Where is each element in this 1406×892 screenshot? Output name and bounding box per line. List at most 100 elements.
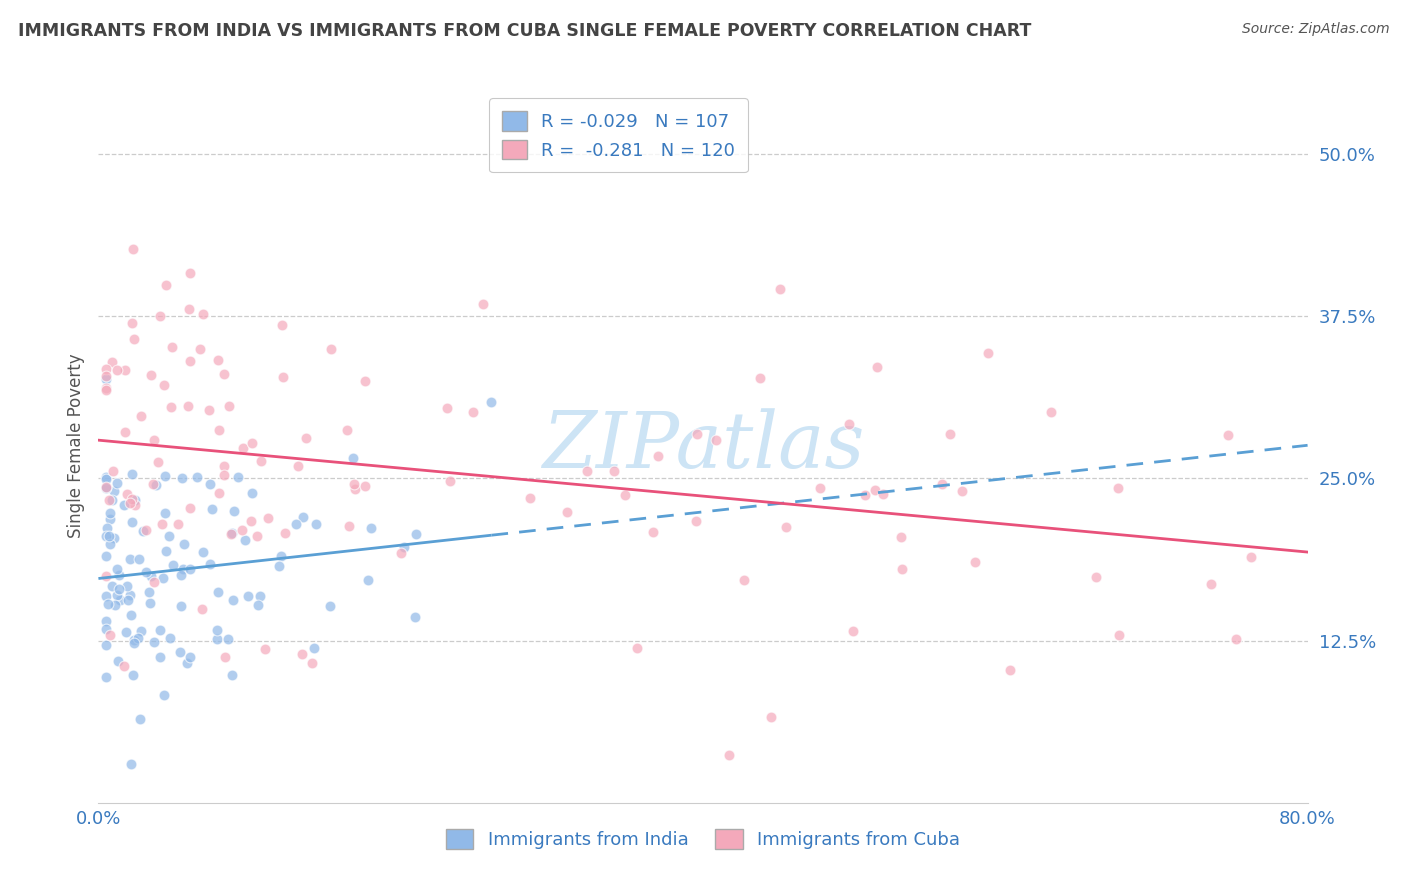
Point <box>107 654 129 668</box>
Point <box>177 399 200 413</box>
Point <box>190 342 212 356</box>
Point <box>101 492 124 507</box>
Point <box>179 266 201 280</box>
Point <box>872 487 894 501</box>
Point <box>153 469 176 483</box>
Point <box>238 589 260 603</box>
Point <box>853 488 876 502</box>
Point <box>122 632 145 647</box>
Point <box>267 558 290 573</box>
Point <box>291 509 314 524</box>
Point <box>97 597 120 611</box>
Point <box>576 464 599 478</box>
Point <box>977 345 1000 359</box>
Point <box>354 479 377 493</box>
Point <box>641 525 664 540</box>
Point <box>159 400 181 414</box>
Point <box>127 631 149 645</box>
Point <box>97 492 120 507</box>
Point <box>105 363 128 377</box>
Point <box>354 374 377 388</box>
Point <box>135 565 157 579</box>
Point <box>98 628 121 642</box>
Point <box>103 484 125 499</box>
Point <box>118 496 141 510</box>
Point <box>890 530 912 544</box>
Point <box>686 427 709 442</box>
Point <box>94 372 117 386</box>
Point <box>863 483 886 497</box>
Point <box>94 381 117 395</box>
Point <box>155 506 177 520</box>
Point <box>205 624 228 638</box>
Point <box>145 477 167 491</box>
Point <box>775 520 797 534</box>
Point <box>94 589 117 603</box>
Point <box>107 568 129 582</box>
Text: IMMIGRANTS FROM INDIA VS IMMIGRANTS FROM CUBA SINGLE FEMALE POVERTY CORRELATION : IMMIGRANTS FROM INDIA VS IMMIGRANTS FROM… <box>18 22 1032 40</box>
Point <box>105 476 128 491</box>
Point <box>208 486 231 500</box>
Point <box>177 301 200 316</box>
Point <box>94 669 117 683</box>
Point <box>141 477 163 491</box>
Point <box>112 659 135 673</box>
Point <box>235 533 257 547</box>
Point <box>198 402 221 417</box>
Point <box>122 635 145 649</box>
Point <box>121 515 143 529</box>
Point <box>155 278 177 293</box>
Point <box>170 599 193 614</box>
Point <box>94 469 117 483</box>
Legend: Immigrants from India, Immigrants from Cuba: Immigrants from India, Immigrants from C… <box>437 820 969 858</box>
Point <box>1216 427 1239 442</box>
Point <box>360 520 382 534</box>
Point <box>129 409 152 423</box>
Point <box>221 526 243 541</box>
Point <box>270 549 292 563</box>
Point <box>439 474 461 488</box>
Point <box>149 624 172 638</box>
Point <box>626 640 648 655</box>
Point <box>120 608 142 623</box>
Point <box>179 500 201 515</box>
Point <box>153 688 176 702</box>
Point <box>207 353 229 368</box>
Point <box>208 423 231 437</box>
Point <box>186 470 208 484</box>
Point <box>357 573 380 587</box>
Point <box>121 492 143 507</box>
Point <box>1201 577 1223 591</box>
Point <box>94 472 117 486</box>
Point <box>170 471 193 485</box>
Y-axis label: Single Female Poverty: Single Female Poverty <box>66 354 84 538</box>
Point <box>96 520 118 534</box>
Point <box>172 561 194 575</box>
Point <box>98 507 121 521</box>
Text: Source: ZipAtlas.com: Source: ZipAtlas.com <box>1241 22 1389 37</box>
Point <box>114 363 136 377</box>
Point <box>94 480 117 494</box>
Point <box>94 362 117 376</box>
Point <box>891 562 914 576</box>
Point <box>706 433 728 447</box>
Point <box>104 598 127 612</box>
Point <box>222 504 245 518</box>
Point <box>481 395 503 409</box>
Point <box>718 748 741 763</box>
Point <box>647 449 669 463</box>
Point <box>191 545 214 559</box>
Point <box>121 668 143 682</box>
Point <box>105 588 128 602</box>
Point <box>169 645 191 659</box>
Point <box>685 514 707 528</box>
Point <box>135 523 157 537</box>
Point <box>124 492 146 507</box>
Point <box>97 528 120 542</box>
Point <box>931 476 953 491</box>
Point <box>240 485 263 500</box>
Point <box>132 524 155 538</box>
Point <box>212 367 235 381</box>
Point <box>471 297 494 311</box>
Point <box>246 529 269 543</box>
